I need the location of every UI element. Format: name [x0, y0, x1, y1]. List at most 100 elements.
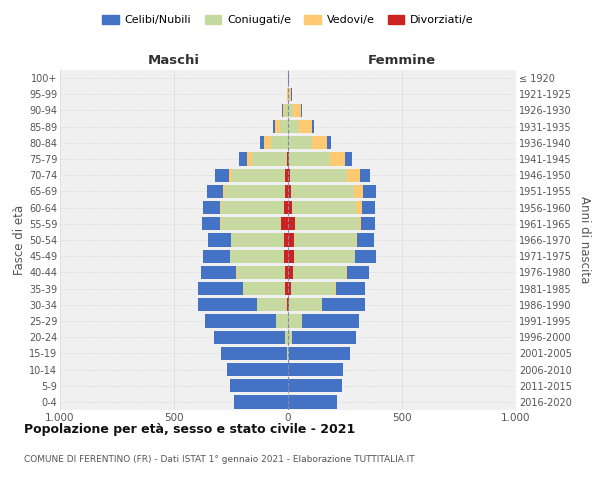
Bar	[251, 152, 287, 166]
Legend: Celibi/Nubili, Coniugati/e, Vedovi/e, Divorziati/e: Celibi/Nubili, Coniugati/e, Vedovi/e, Di…	[98, 10, 478, 30]
Bar	[360, 168, 370, 182]
Bar	[284, 104, 288, 117]
Bar	[288, 346, 289, 360]
Bar	[288, 298, 289, 312]
Y-axis label: Anni di nascita: Anni di nascita	[578, 196, 591, 284]
Bar	[257, 298, 287, 312]
Bar	[247, 152, 251, 166]
Bar	[271, 136, 288, 149]
Bar	[239, 152, 247, 166]
Bar	[284, 266, 288, 279]
Bar	[284, 330, 288, 344]
Bar	[357, 234, 374, 246]
Bar	[288, 250, 295, 263]
Bar	[236, 266, 284, 279]
Bar	[231, 234, 232, 246]
Bar	[288, 136, 312, 149]
Text: COMUNE DI FERENTINO (FR) - Dati ISTAT 1° gennaio 2021 - Elaborazione TUTTITALIA.: COMUNE DI FERENTINO (FR) - Dati ISTAT 1°…	[24, 455, 415, 464]
Bar	[289, 346, 350, 360]
Bar	[205, 314, 276, 328]
Bar	[359, 217, 361, 230]
Bar	[227, 363, 287, 376]
Bar	[203, 250, 230, 263]
Bar	[288, 201, 292, 214]
Bar	[288, 168, 290, 182]
Bar	[288, 379, 341, 392]
Bar	[281, 104, 283, 117]
Bar	[288, 88, 289, 101]
Bar	[221, 346, 287, 360]
Bar	[292, 201, 356, 214]
Bar	[302, 314, 359, 328]
Bar	[206, 185, 223, 198]
Bar	[322, 298, 365, 312]
Bar	[347, 266, 370, 279]
Bar	[284, 201, 288, 214]
Bar	[295, 234, 356, 246]
Bar	[287, 298, 288, 312]
Bar	[290, 168, 347, 182]
Bar	[273, 120, 275, 134]
Bar	[288, 104, 293, 117]
Y-axis label: Fasce di età: Fasce di età	[13, 205, 26, 275]
Bar	[214, 330, 284, 344]
Bar	[289, 152, 330, 166]
Bar	[288, 266, 293, 279]
Bar	[221, 201, 284, 214]
Bar	[243, 282, 285, 295]
Bar	[345, 152, 352, 166]
Bar	[327, 136, 331, 149]
Bar	[289, 298, 322, 312]
Bar	[330, 152, 345, 166]
Bar	[289, 314, 302, 328]
Bar	[284, 234, 288, 246]
Bar	[335, 282, 365, 295]
Bar	[354, 185, 363, 198]
Bar	[288, 185, 292, 198]
Bar	[230, 250, 284, 263]
Bar	[289, 363, 343, 376]
Bar	[221, 217, 281, 230]
Bar	[361, 217, 375, 230]
Bar	[202, 217, 220, 230]
Bar	[232, 168, 285, 182]
Bar	[288, 234, 295, 246]
Bar	[288, 282, 291, 295]
Bar	[225, 185, 285, 198]
Bar	[280, 120, 288, 134]
Bar	[283, 104, 284, 117]
Bar	[220, 201, 221, 214]
Bar	[287, 152, 288, 166]
Bar	[356, 234, 357, 246]
Bar	[198, 282, 242, 295]
Bar	[295, 250, 355, 263]
Bar	[223, 185, 225, 198]
Bar	[232, 234, 284, 246]
Bar	[295, 217, 359, 230]
Bar	[288, 152, 289, 166]
Bar	[292, 330, 356, 344]
Bar	[198, 298, 257, 312]
Bar	[275, 120, 280, 134]
Text: Femmine: Femmine	[368, 54, 436, 67]
Bar	[235, 396, 288, 408]
Bar	[215, 168, 229, 182]
Bar	[291, 282, 335, 295]
Bar	[276, 314, 287, 328]
Bar	[208, 234, 231, 246]
Bar	[288, 330, 292, 344]
Bar	[288, 396, 337, 408]
Bar	[355, 250, 376, 263]
Bar	[285, 185, 288, 198]
Bar	[356, 201, 362, 214]
Text: Maschi: Maschi	[148, 54, 200, 67]
Bar	[289, 88, 292, 101]
Bar	[284, 250, 288, 263]
Bar	[260, 136, 264, 149]
Text: Popolazione per età, sesso e stato civile - 2021: Popolazione per età, sesso e stato civil…	[24, 422, 355, 436]
Bar	[220, 217, 221, 230]
Bar	[347, 168, 360, 182]
Bar	[293, 104, 301, 117]
Bar	[230, 379, 288, 392]
Bar	[288, 120, 299, 134]
